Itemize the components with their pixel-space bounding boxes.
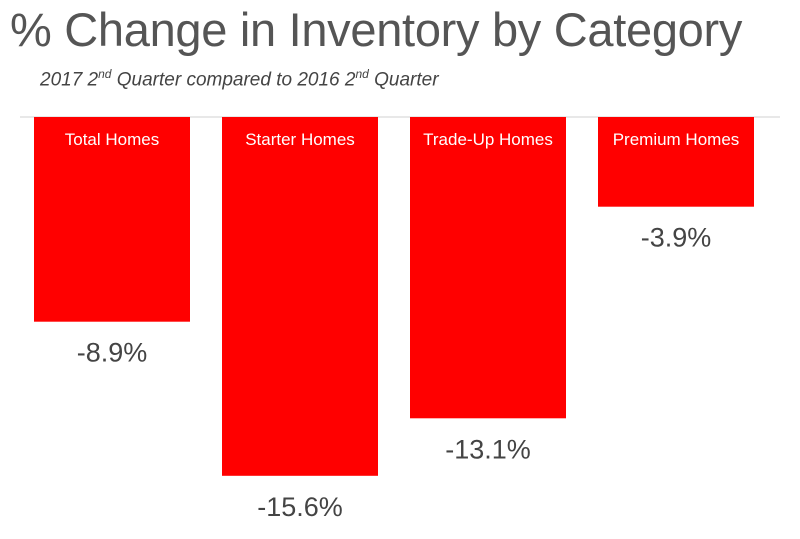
- value-label: -8.9%: [77, 338, 148, 368]
- category-label: Trade-Up Homes: [423, 130, 553, 149]
- category-label: Total Homes: [65, 130, 159, 149]
- chart-subtitle: 2017 2nd Quarter compared to 2016 2nd Qu…: [40, 67, 439, 91]
- category-label: Premium Homes: [613, 130, 740, 149]
- value-label: -3.9%: [641, 223, 712, 253]
- bar-trade-up-homes: [410, 117, 566, 419]
- subtitle-part-2: Quarter compared to 2016 2: [111, 69, 356, 91]
- subtitle-part-1: 2017 2: [40, 69, 99, 91]
- chart-title: % Change in Inventory by Category: [10, 3, 743, 56]
- subtitle-part-3: Quarter: [368, 69, 439, 91]
- subtitle-ordinal-2: nd: [355, 67, 369, 81]
- bar-premium-homes: [598, 117, 754, 207]
- bar-total-homes: [34, 117, 190, 322]
- category-label: Starter Homes: [245, 130, 355, 149]
- value-label: -15.6%: [257, 492, 343, 522]
- bar-starter-homes: [222, 117, 378, 476]
- value-label: -13.1%: [445, 434, 531, 464]
- subtitle-ordinal-1: nd: [98, 67, 112, 81]
